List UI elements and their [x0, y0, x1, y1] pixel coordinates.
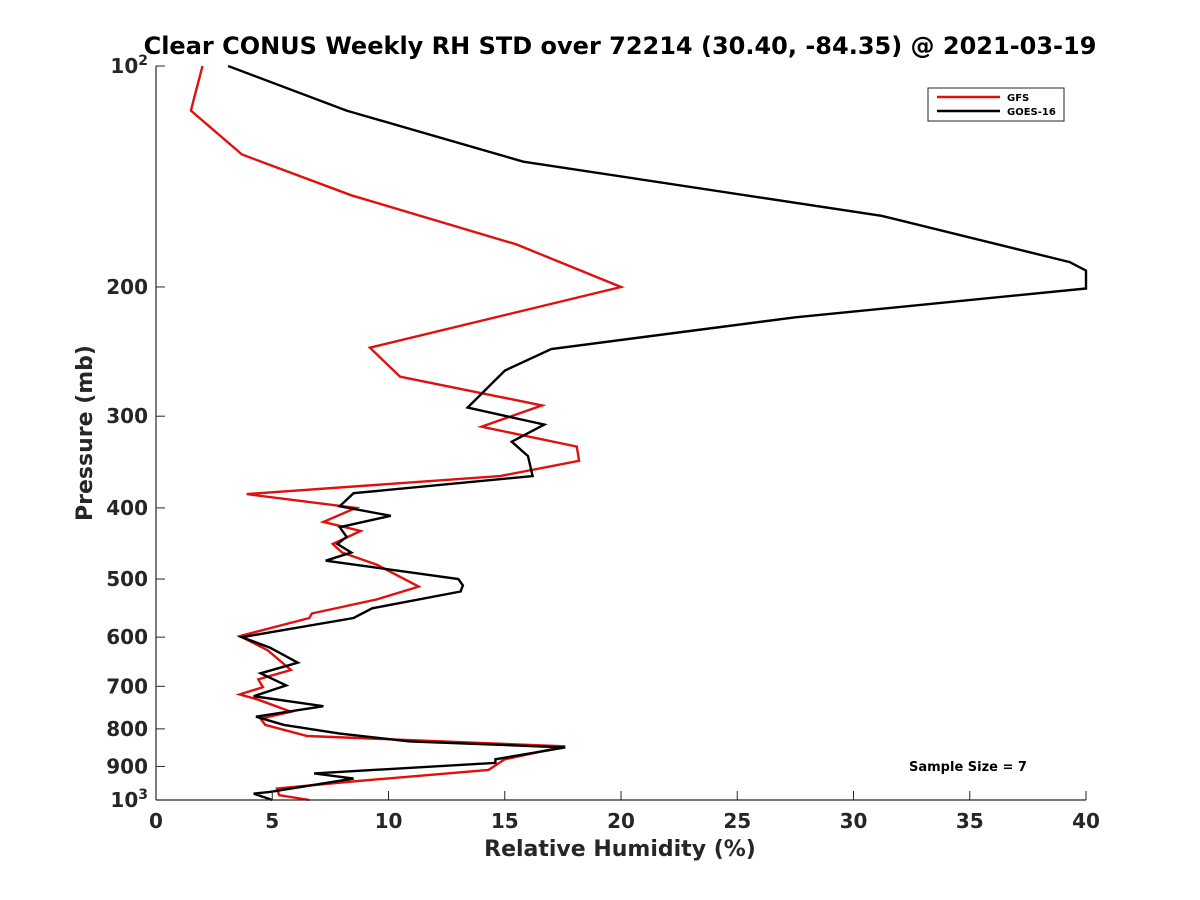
plot-background [156, 66, 1086, 800]
legend-items: GFS GOES-16 [937, 93, 1056, 118]
x-tick-label: 10 [375, 809, 403, 833]
y-tick-base: 10 [110, 788, 138, 812]
y-tick-label: 900 [106, 754, 148, 778]
y-tick-exponent: 2 [138, 53, 148, 69]
sample-size-annotation: Sample Size = 7 [909, 760, 1027, 775]
plot-area: 0 5 10 15 20 25 30 35 40 10220030040050060070080… [106, 53, 1100, 833]
x-ticks: 0 5 10 15 20 25 30 35 40 [149, 791, 1100, 833]
x-tick-label: 15 [491, 809, 519, 833]
x-tick-label: 20 [607, 809, 635, 833]
chart-title: Clear CONUS Weekly RH STD over 72214 (30… [144, 32, 1097, 60]
y-tick-label: 800 [106, 717, 148, 741]
y-tick-label: 102 [110, 53, 148, 78]
y-tick-label: 200 [106, 275, 148, 299]
x-axis-label: Relative Humidity (%) [484, 837, 756, 862]
legend-label: GFS [1007, 93, 1029, 104]
y-tick-label: 400 [106, 496, 148, 520]
legend-label: GOES-16 [1007, 107, 1056, 118]
y-tick-base: 10 [110, 54, 138, 78]
x-tick-label: 40 [1072, 809, 1100, 833]
y-tick-label: 300 [106, 404, 148, 428]
y-tick-label: 103 [110, 787, 148, 812]
x-tick-label: 30 [840, 809, 868, 833]
legend-box [927, 87, 1065, 122]
legend: GFS GOES-16 [927, 87, 1065, 122]
x-tick-label: 35 [956, 809, 984, 833]
series-layer [189, 64, 1088, 802]
x-tick-label: 5 [265, 809, 279, 833]
y-tick-label: 700 [106, 674, 148, 698]
y-axis-label: Pressure (mb) [73, 345, 98, 521]
y-tick-label: 500 [106, 567, 148, 591]
y-tick-label: 600 [106, 625, 148, 649]
series-line-gfs [189, 65, 625, 802]
y-tick-exponent: 3 [138, 787, 148, 803]
x-tick-label: 25 [723, 809, 751, 833]
series-line-goes-16 [227, 64, 1088, 802]
x-tick-label: 0 [149, 809, 163, 833]
